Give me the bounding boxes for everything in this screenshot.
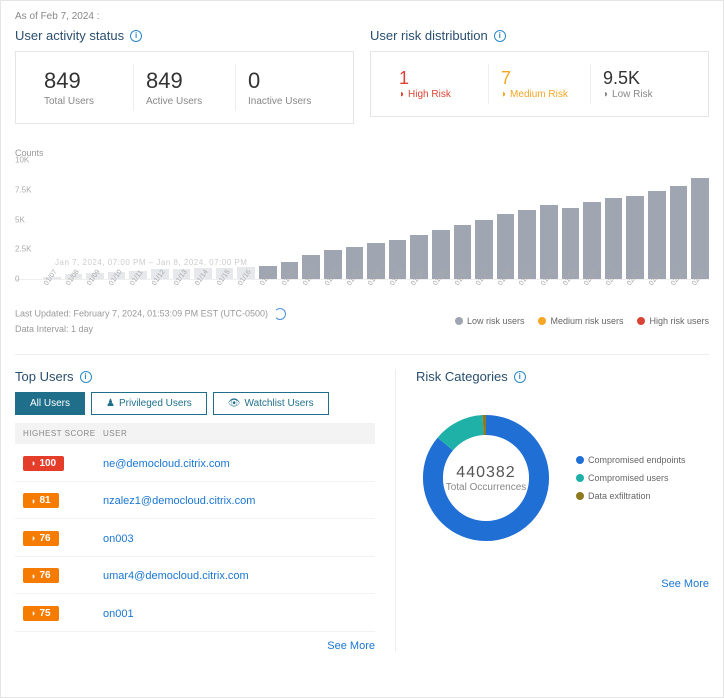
- gauge-icon: ◗: [31, 608, 36, 618]
- active-users-label: Active Users: [146, 96, 223, 107]
- chart-interval: Data Interval: 1 day: [15, 324, 286, 334]
- high-risk-label: ◗High Risk: [399, 89, 476, 100]
- chart-watermark: Jan 7, 2024, 07:00 PM – Jan 8, 2024, 07:…: [55, 258, 247, 267]
- gauge-icon: ◗: [31, 496, 36, 506]
- refresh-icon[interactable]: [274, 308, 286, 320]
- user-icon: ♟: [106, 398, 115, 409]
- inactive-users-value: 0: [248, 68, 325, 94]
- legend-dot-medium: [538, 317, 546, 325]
- donut-chart: 440382 Total Occurrences: [416, 408, 556, 548]
- divider: [15, 354, 709, 355]
- info-icon[interactable]: i: [130, 30, 142, 42]
- legend-dot-high: [637, 317, 645, 325]
- legend-item: Data exfiltration: [576, 491, 686, 501]
- score-badge: ◗75: [23, 606, 59, 621]
- medium-risk-value: 7: [501, 68, 578, 89]
- gauge-icon: ◗: [31, 571, 36, 581]
- gauge-icon: ◗: [399, 89, 405, 100]
- donut-total: 440382: [456, 464, 515, 482]
- chart-bar[interactable]: [562, 208, 580, 279]
- risk-card: 1 ◗High Risk 7 ◗Medium Risk 9.5K ◗Low Ri…: [370, 51, 709, 117]
- table-row[interactable]: ◗75 on001: [15, 594, 375, 632]
- see-more-link[interactable]: See More: [15, 640, 375, 652]
- risk-title: User risk distribution: [370, 28, 488, 43]
- user-link[interactable]: nzalez1@democloud.citrix.com: [103, 495, 255, 507]
- eye-icon: 👁: [228, 398, 241, 409]
- table-row[interactable]: ◗100 ne@democloud.citrix.com: [15, 444, 375, 482]
- top-users-title: Top Users: [15, 369, 74, 384]
- legend-dot-low: [455, 317, 463, 325]
- table-row[interactable]: ◗76 umar4@democloud.citrix.com: [15, 557, 375, 595]
- chart-bar[interactable]: [540, 205, 558, 279]
- gauge-icon: ◗: [603, 89, 609, 100]
- donut-total-label: Total Occurrences: [446, 482, 527, 493]
- score-badge: ◗76: [23, 531, 59, 546]
- legend-dot: [576, 474, 584, 482]
- score-badge: ◗81: [23, 493, 59, 508]
- ytick: 10K: [15, 156, 29, 165]
- legend-item: Compromised users: [576, 473, 686, 483]
- ytick: 5K: [15, 215, 25, 224]
- total-users-value: 849: [44, 68, 121, 94]
- user-link[interactable]: umar4@democloud.citrix.com: [103, 570, 249, 582]
- low-risk-value: 9.5K: [603, 68, 680, 89]
- low-risk-label: ◗Low Risk: [603, 89, 680, 100]
- chart-ylabel: Counts: [15, 148, 709, 158]
- total-users-label: Total Users: [44, 96, 121, 107]
- chart-bar[interactable]: [670, 186, 688, 279]
- activity-card: 849 Total Users 849 Active Users 0 Inact…: [15, 51, 354, 124]
- chart-bar[interactable]: [605, 198, 623, 279]
- ytick: 2.5K: [15, 245, 31, 254]
- see-more-link[interactable]: See More: [416, 578, 709, 590]
- risk-categories-title: Risk Categories: [416, 369, 508, 384]
- gauge-icon: ◗: [501, 89, 507, 100]
- col-score: HIGHEST SCORE: [23, 429, 103, 438]
- ytick: 0: [15, 275, 19, 284]
- user-link[interactable]: on001: [103, 608, 134, 620]
- chart-bar[interactable]: [583, 202, 601, 279]
- info-icon[interactable]: i: [494, 30, 506, 42]
- chart-bar[interactable]: [648, 191, 666, 279]
- table-row[interactable]: ◗76 on003: [15, 519, 375, 557]
- chart-last-updated: Last Updated: February 7, 2024, 01:53:09…: [15, 308, 286, 320]
- col-user: USER: [103, 429, 367, 438]
- inactive-users-label: Inactive Users: [248, 96, 325, 107]
- chart-bar[interactable]: [691, 178, 709, 279]
- active-users-value: 849: [146, 68, 223, 94]
- counts-chart: Counts Jan 7, 2024, 07:00 PM – Jan 8, 20…: [15, 148, 709, 334]
- user-link[interactable]: ne@democloud.citrix.com: [103, 458, 230, 470]
- legend-dot: [576, 492, 584, 500]
- info-icon[interactable]: i: [514, 371, 526, 383]
- activity-title: User activity status: [15, 28, 124, 43]
- gauge-icon: ◗: [31, 458, 36, 468]
- score-badge: ◗76: [23, 568, 59, 583]
- tab-privileged-users[interactable]: ♟Privileged Users: [91, 392, 207, 415]
- info-icon[interactable]: i: [80, 371, 92, 383]
- legend-dot: [576, 456, 584, 464]
- as-of-text: As of Feb 7, 2024 :: [15, 11, 709, 22]
- ytick: 7.5K: [15, 185, 31, 194]
- score-badge: ◗100: [23, 456, 64, 471]
- legend-item: Compromised endpoints: [576, 455, 686, 465]
- chart-bar[interactable]: [626, 196, 644, 279]
- tab-all-users[interactable]: All Users: [15, 392, 85, 415]
- tab-watchlist-users[interactable]: 👁Watchlist Users: [213, 392, 329, 415]
- table-row[interactable]: ◗81 nzalez1@democloud.citrix.com: [15, 482, 375, 520]
- categories-legend: Compromised endpoints Compromised users Da…: [576, 455, 686, 501]
- high-risk-value: 1: [399, 68, 476, 89]
- medium-risk-label: ◗Medium Risk: [501, 89, 578, 100]
- gauge-icon: ◗: [31, 533, 36, 543]
- table-header: HIGHEST SCORE USER: [15, 423, 375, 444]
- user-link[interactable]: on003: [103, 533, 134, 545]
- chart-legend: Low risk users Medium risk users High ri…: [455, 308, 709, 334]
